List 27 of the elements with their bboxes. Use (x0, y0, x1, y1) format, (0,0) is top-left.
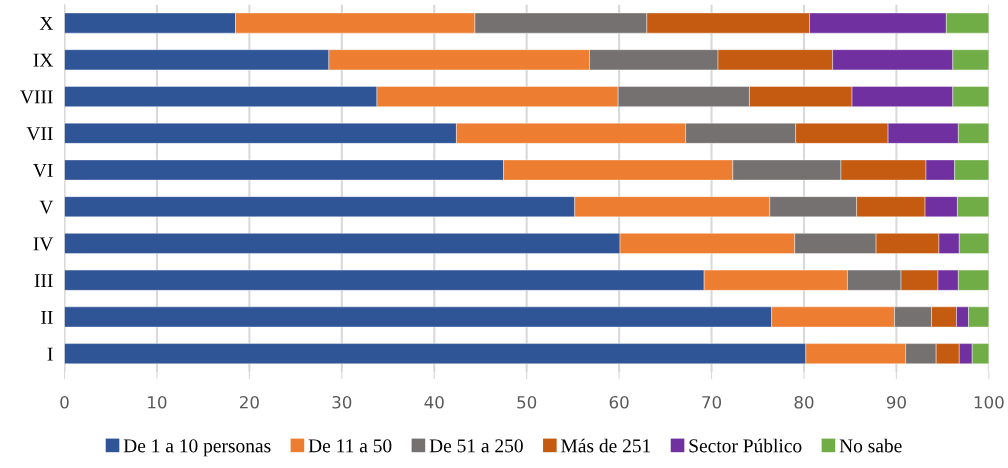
legend-label: De 1 a 10 personas (123, 439, 271, 457)
x-tick-label: 60 (609, 395, 629, 409)
y-tick-label: V (39, 200, 54, 214)
legend-label: De 51 a 250 (429, 439, 523, 453)
legend-label: Sector Público (689, 438, 802, 453)
legend-label: Más de 251 (561, 438, 651, 453)
x-tick-label: 40 (424, 395, 444, 409)
y-tick-label: X (39, 17, 54, 30)
y-tick-label: VIII (20, 90, 53, 104)
y-tick-label: VI (33, 164, 53, 178)
x-tick-label: 100 (974, 395, 1004, 409)
x-tick-label: 80 (794, 395, 814, 409)
legend-label: De 11 a 50 (308, 439, 392, 453)
y-tick-label: VII (26, 127, 53, 141)
x-tick-label: 70 (702, 395, 722, 409)
x-tick-label: 20 (240, 395, 259, 409)
y-tick-label: IX (33, 53, 54, 67)
y-tick-label: IV (33, 237, 54, 251)
legend-label: No sabe (839, 438, 902, 453)
x-tick-label: 30 (332, 395, 352, 409)
x-tick-label: 10 (148, 395, 167, 409)
y-tick-label: I (47, 347, 53, 361)
y-tick-label: II (41, 310, 53, 324)
x-tick-label: 90 (886, 395, 906, 409)
y-tick-label: III (34, 274, 53, 287)
x-tick-label: 0 (60, 395, 69, 409)
x-tick-label: 50 (517, 395, 537, 409)
